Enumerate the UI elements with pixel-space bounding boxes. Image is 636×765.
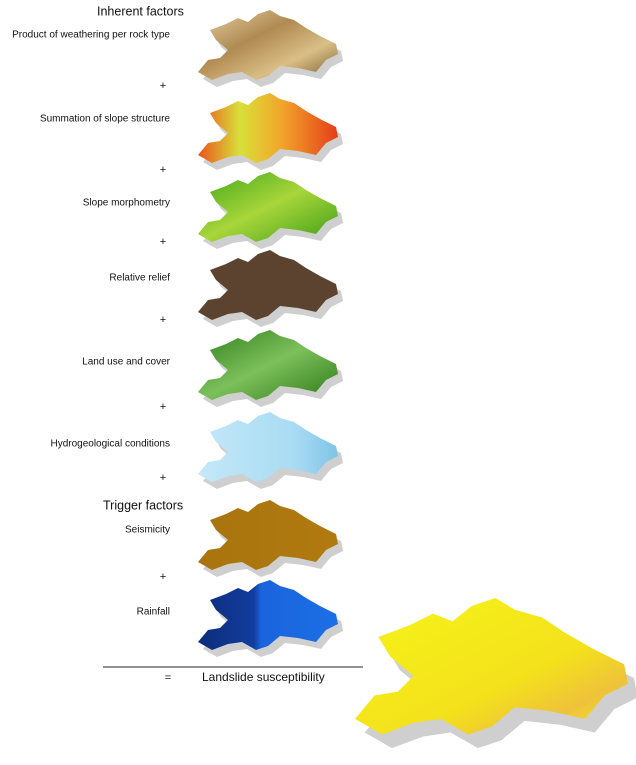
map <box>198 250 338 320</box>
map <box>198 330 338 400</box>
plus-sign: + <box>160 401 166 413</box>
layer-label: Land use and cover <box>82 357 171 368</box>
plus-sign: + <box>160 164 166 176</box>
layer-label: Product of weathering per rock type <box>12 30 170 41</box>
layer-label: Summation of slope structure <box>40 114 170 125</box>
plus-sign: + <box>160 314 166 326</box>
layer-label: Rainfall <box>137 607 170 618</box>
plus-sign: + <box>160 236 166 248</box>
section-title: Inherent factors <box>97 4 184 18</box>
layer-label: Slope morphometry <box>83 198 170 209</box>
plus-sign: + <box>160 571 166 583</box>
layer-label: Relative relief <box>109 273 170 284</box>
layer-label: Hydrogeological conditions <box>50 439 170 450</box>
map <box>198 412 338 482</box>
map <box>198 172 338 242</box>
result-label: Landslide susceptibility <box>202 670 325 684</box>
map <box>198 93 338 163</box>
map <box>355 598 628 735</box>
section-title: Trigger factors <box>103 498 183 512</box>
map <box>198 580 338 650</box>
map <box>198 500 338 570</box>
equals-sign: = <box>165 672 171 684</box>
layer-label: Seismicity <box>125 525 170 536</box>
plus-sign: + <box>160 80 166 92</box>
map <box>198 10 338 80</box>
plus-sign: + <box>160 472 166 484</box>
